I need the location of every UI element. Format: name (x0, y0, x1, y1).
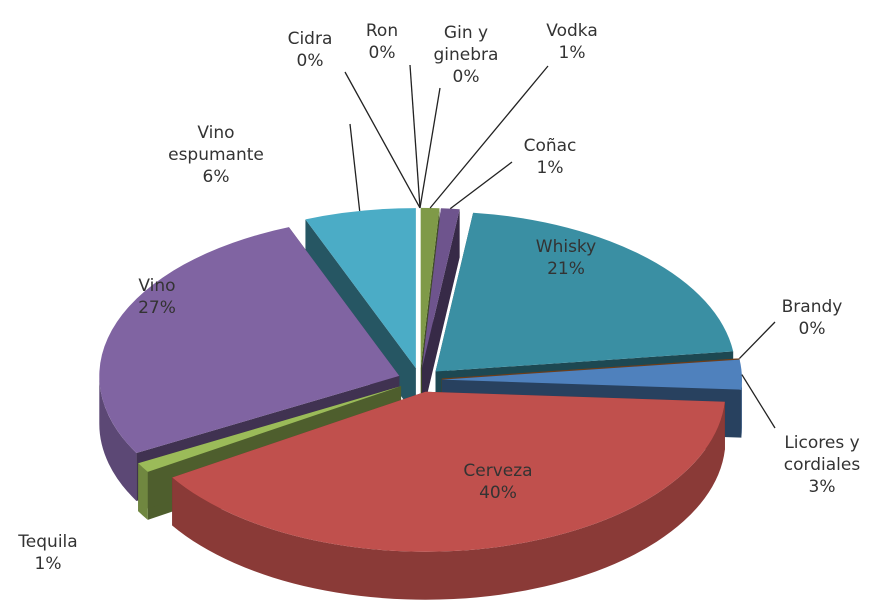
label-name: Tequila (18, 532, 78, 552)
data-label: Vino 27% (92, 275, 222, 319)
leader-line (429, 65, 549, 209)
slice-top (435, 212, 734, 372)
slice-top (305, 208, 416, 369)
label-value: 27% (138, 298, 176, 318)
leader-line (409, 64, 421, 208)
slice-wall (138, 463, 148, 520)
slice-top (420, 207, 440, 368)
label-name: Cidra (287, 29, 333, 49)
label-name: Gin y ginebra (433, 23, 499, 65)
leader-line (349, 123, 361, 212)
label-name: Licores y cordiales (783, 433, 861, 475)
label-name: Vino (138, 276, 176, 296)
label-name: Coñac (523, 136, 577, 156)
label-name: Brandy (781, 297, 843, 317)
slice-side (422, 209, 460, 416)
label-name: Ron (365, 21, 399, 41)
slice-top (422, 208, 460, 368)
data-label: Gin y ginebra 0% (426, 22, 506, 88)
label-value: 21% (547, 259, 585, 279)
slice-wall (99, 375, 137, 501)
data-label: Vodka 1% (507, 20, 637, 64)
label-value: 0% (452, 67, 480, 87)
leader-line (419, 87, 441, 209)
slice-top (99, 227, 400, 453)
label-value: 0% (368, 43, 396, 63)
label-value: 1% (558, 43, 586, 63)
slice (172, 391, 725, 600)
label-value: 3% (808, 477, 836, 497)
slice-top (172, 391, 725, 552)
label-name: Whisky (535, 237, 597, 257)
label-value: 1% (34, 554, 62, 574)
slice-wall (741, 379, 742, 438)
slice (422, 208, 460, 416)
data-label: Whisky 21% (501, 236, 631, 280)
slice-wall (172, 401, 725, 600)
leader-line (449, 161, 513, 210)
label-name: Vodka (546, 21, 598, 41)
label-value: 0% (296, 51, 324, 71)
data-label: Licores y cordiales 3% (767, 432, 877, 498)
label-value: 40% (479, 483, 517, 503)
label-name: Vino espumante (168, 123, 264, 165)
leader-line (738, 321, 776, 359)
leader-line (741, 374, 776, 429)
label-name: Cerveza (463, 461, 533, 481)
leader-line (344, 71, 421, 209)
data-label: Ron 0% (317, 20, 447, 64)
label-value: 1% (536, 158, 564, 178)
data-label: Tequila 1% (0, 531, 113, 575)
data-label: Vino espumante 6% (161, 122, 271, 188)
slice-top (138, 386, 402, 472)
data-label: Cerveza 40% (433, 460, 563, 504)
data-label: Cidra 0% (245, 28, 375, 72)
label-value: 0% (798, 319, 826, 339)
data-label: Coñac 1% (485, 135, 615, 179)
data-label: Brandy 0% (747, 296, 877, 340)
slice-top (441, 359, 742, 390)
label-value: 6% (202, 167, 230, 187)
